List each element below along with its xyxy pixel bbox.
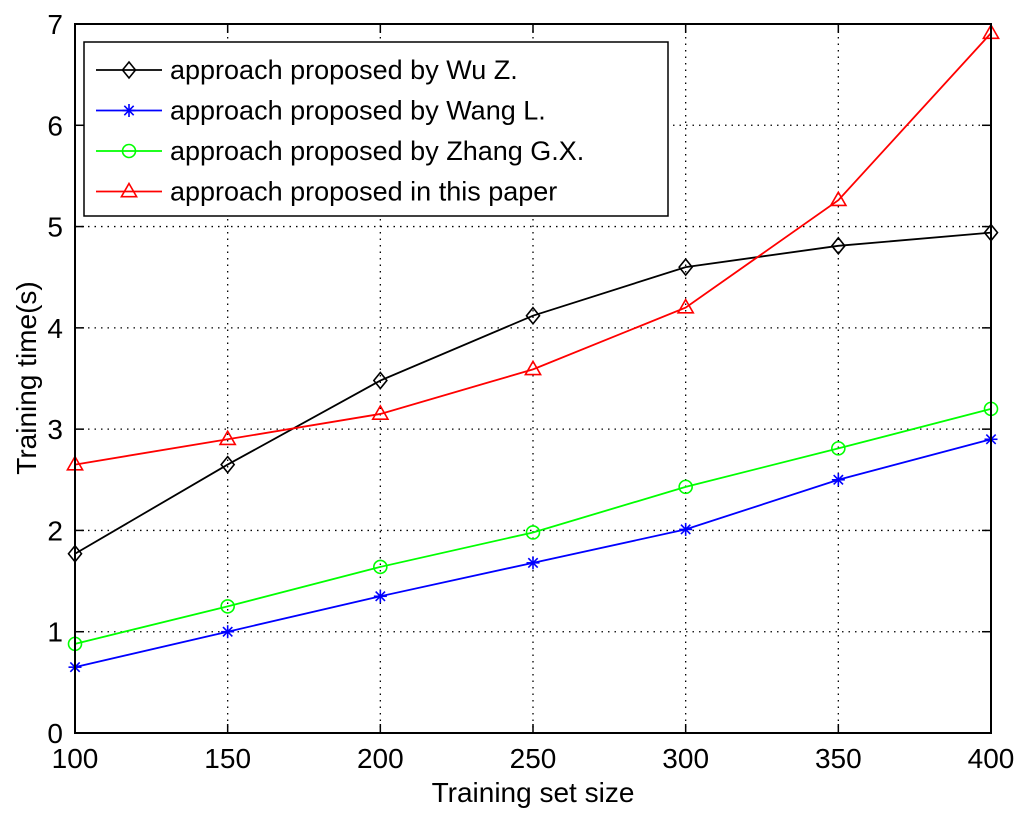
data-point-triangle [120,181,138,198]
asterisk-stroke [123,105,135,116]
data-point-diamond [121,60,137,80]
data-point-diamond [525,306,541,325]
data-point-triangle [829,190,848,207]
series-line [74,231,992,555]
x-tick-label: 300 [662,743,709,774]
y-axis-label: Training time(s) [11,281,42,474]
data-point-asterisk [221,625,235,639]
legend-item: approach proposed by Wang L. [96,96,546,126]
x-tick-label: 200 [357,743,404,774]
data-point-circle [525,525,541,540]
legend-item: approach proposed in this paper [96,177,557,207]
data-point-circle [373,559,388,575]
legend-label: approach proposed by Zhang G.X. [170,136,584,166]
asterisk-stroke [527,557,539,569]
data-point-triangle [676,297,695,314]
x-tick-label: 400 [968,743,1015,774]
y-tick-label: 3 [47,414,63,445]
data-point-asterisk [122,104,136,117]
data-point-diamond [220,455,236,474]
x-axis-label: Training set size [432,777,635,808]
data-point-diamond [678,257,694,277]
y-tick-label: 1 [47,617,63,648]
data-point-asterisk [679,522,693,536]
ticks: 100 150 200 250 300 350 400 0 1 2 3 4 5 6 7 [47,9,1014,774]
asterisk-stroke [375,591,386,602]
y-tick-label: 6 [47,110,63,141]
legend-label: approach proposed in this paper [170,177,557,207]
series-2 [68,432,998,674]
series-1 [67,223,999,563]
legend: approach proposed by Wu Z. approach propo… [83,41,669,217]
data-point-circle [121,143,137,159]
y-tick-label: 4 [47,313,63,344]
data-point-asterisk [831,473,845,487]
series-3 [67,401,999,652]
data-point-circle [678,479,693,495]
legend-item: approach proposed by Zhang G.X. [96,136,584,166]
x-tick-label: 150 [204,743,251,774]
x-tick-label: 250 [510,743,557,774]
data-point-circle [220,599,235,614]
legend-label: approach proposed by Wang L. [170,96,546,126]
data-point-asterisk [373,589,387,603]
series-line [74,408,992,645]
legend-item: approach proposed by Wu Z. [96,55,518,85]
asterisk-stroke [222,626,233,637]
x-tick-label: 350 [815,743,862,774]
x-tick-label: 100 [52,743,99,774]
legend-label: approach proposed by Wu Z. [170,55,518,85]
data-point-triangle [218,429,237,446]
asterisk-stroke [833,474,844,486]
legend-box [83,41,669,217]
data-point-triangle [371,404,390,420]
data-point-diamond [830,236,846,256]
y-tick-label: 7 [47,9,63,40]
series-group [66,23,1000,674]
y-tick-label: 5 [47,212,63,243]
data-point-diamond [372,371,388,390]
data-point-triangle [524,359,542,376]
asterisk-stroke [680,524,691,535]
series-line [74,32,992,466]
y-tick-label: 0 [47,718,63,749]
data-point-asterisk [526,556,540,570]
y-tick-label: 2 [47,515,63,546]
data-point-circle [831,441,846,456]
